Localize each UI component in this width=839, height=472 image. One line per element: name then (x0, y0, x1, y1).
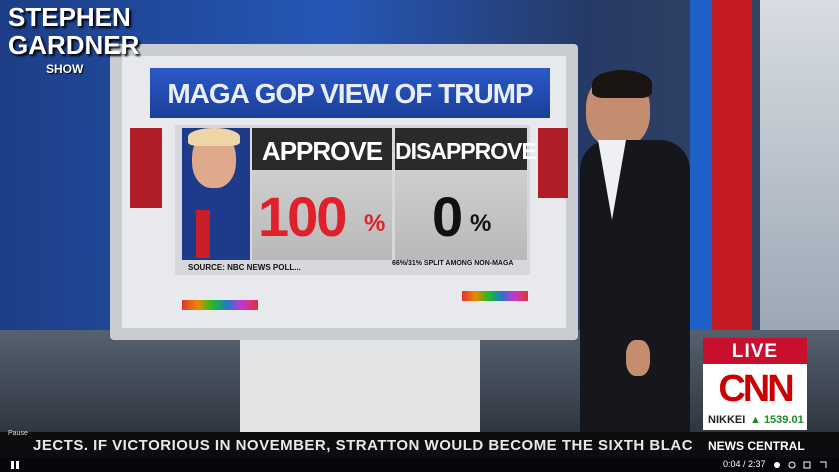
logo-line: SHOW (46, 62, 84, 76)
pause-button[interactable] (8, 458, 22, 472)
side-tag (538, 128, 568, 198)
approve-unit: % (364, 210, 386, 237)
live-box (703, 338, 807, 364)
color-strip (462, 291, 528, 301)
approve-value: 100 (258, 185, 347, 248)
presenter-hand (626, 340, 650, 376)
approve-header-bg (252, 128, 392, 170)
photo-tie (196, 210, 210, 258)
ticker-text: JECTS. IF VICTORIOUS IN NOVEMBER, STRATT… (33, 437, 694, 454)
approve-header: APPROVE (261, 136, 383, 166)
monitor-stand (240, 335, 480, 435)
disapprove-unit: % (470, 210, 492, 237)
cnn-box (703, 364, 807, 430)
ticker-show: NEWS CENTRAL (708, 439, 805, 453)
disapprove-header-bg (395, 128, 527, 170)
disapprove-value: 0 (432, 185, 464, 248)
split-note: 66%/31% SPLIT AMONG NON-MAGA (392, 260, 514, 267)
pause-tooltip: Pause (8, 430, 28, 437)
logo-line: GARDNER (8, 30, 140, 60)
presenter-hair (592, 70, 652, 98)
live-label: LIVE (731, 341, 779, 362)
screen-title: MAGA GOP VIEW OF TRUMP (167, 78, 533, 109)
player-bar (0, 458, 839, 472)
logo-line: STEPHEN (8, 2, 131, 32)
side-panel (760, 0, 839, 340)
color-strip (182, 300, 258, 310)
source-note: SOURCE: NBC NEWS POLL... (188, 263, 301, 272)
presenter-suit (580, 140, 690, 440)
player-controls[interactable] (770, 458, 836, 472)
index-name: NIKKEI (708, 414, 746, 426)
cnn-logo: CNN (718, 368, 794, 410)
disapprove-header: DISAPPROVE (395, 138, 537, 164)
time-display: 0:04 / 2:37 (723, 459, 766, 469)
side-tag (130, 128, 162, 208)
index-value: ▲ 1539.01 (750, 414, 804, 426)
red-stripe (712, 0, 752, 340)
ticker-bar (0, 432, 839, 458)
title-banner (150, 68, 550, 118)
photo-hair (188, 128, 240, 146)
